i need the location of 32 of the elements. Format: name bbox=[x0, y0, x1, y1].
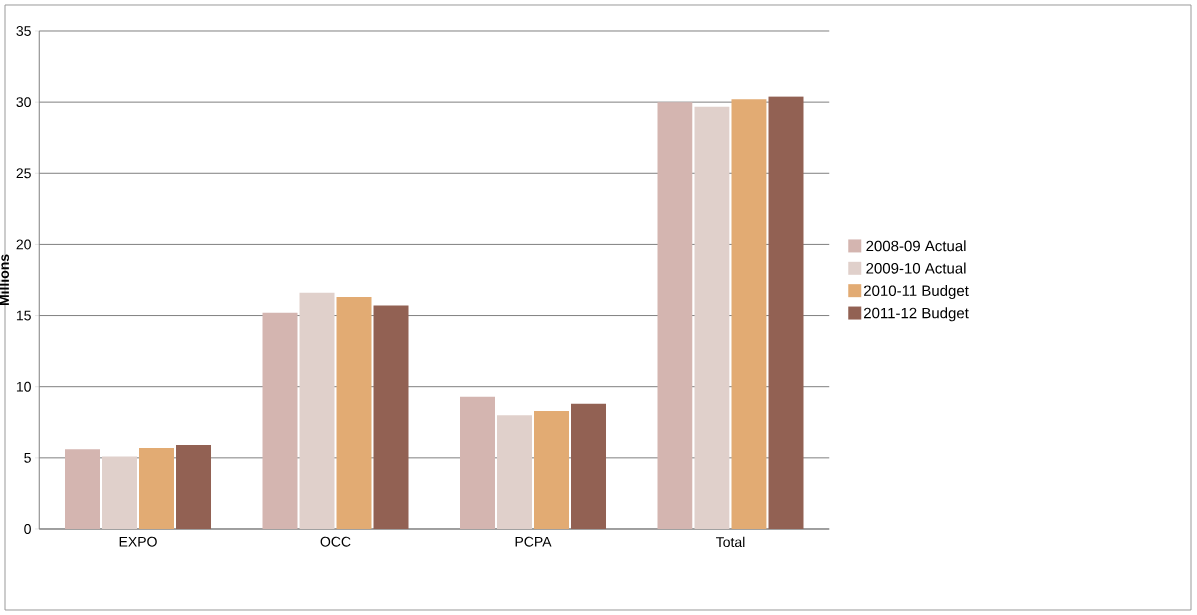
x-tick-label: Total bbox=[716, 536, 745, 548]
bar bbox=[176, 445, 212, 529]
bar bbox=[657, 102, 693, 529]
legend-label: 2008-09 Actual bbox=[866, 240, 966, 252]
y-tick-label: 35 bbox=[16, 26, 31, 36]
bar bbox=[768, 96, 804, 529]
y-tick-label: 30 bbox=[16, 97, 31, 108]
y-tick-label: 10 bbox=[16, 381, 31, 392]
x-tick-label: EXPO bbox=[119, 536, 157, 547]
bar bbox=[65, 449, 101, 529]
bar bbox=[694, 106, 730, 529]
bar bbox=[102, 456, 138, 529]
bar bbox=[731, 99, 767, 529]
legend-label: 2010-11 Budget bbox=[864, 284, 969, 299]
y-tick-label: 0 bbox=[24, 524, 31, 534]
bar bbox=[262, 312, 298, 529]
bar bbox=[299, 292, 335, 529]
bar bbox=[139, 447, 175, 529]
y-tick-label: 15 bbox=[16, 310, 31, 321]
bar bbox=[336, 297, 372, 529]
y-tick-label: 5 bbox=[24, 452, 31, 463]
y-tick-label: 20 bbox=[16, 239, 31, 250]
bar bbox=[460, 396, 495, 529]
legend-label: 2011-12 Budget bbox=[864, 307, 969, 322]
x-tick-label: OCC bbox=[320, 536, 351, 547]
bar bbox=[373, 305, 409, 529]
legend-label: 2009-10 Actual bbox=[866, 262, 966, 274]
bar bbox=[497, 415, 532, 529]
bar bbox=[534, 410, 569, 529]
y-tick-label: 25 bbox=[16, 168, 31, 179]
x-tick-label: PCPA bbox=[515, 536, 552, 547]
bar bbox=[571, 403, 607, 529]
